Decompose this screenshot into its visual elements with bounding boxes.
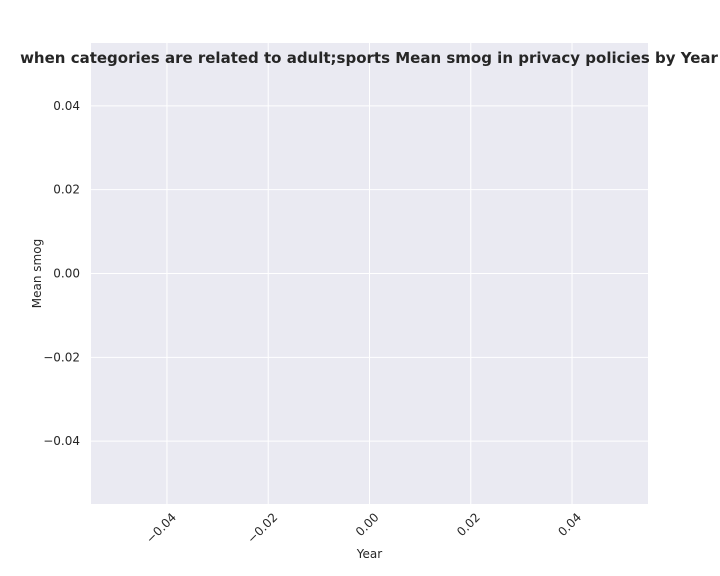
y-tick-label: 0.00 xyxy=(53,267,80,281)
x-axis-label: Year xyxy=(356,547,382,561)
x-tick-label: −0.02 xyxy=(244,510,280,546)
y-tick-label: 0.02 xyxy=(53,183,80,197)
x-tick-label: 0.00 xyxy=(353,510,382,539)
x-tick-labels: −0.04 −0.02 0.00 0.02 0.04 xyxy=(143,510,584,546)
y-tick-label: −0.02 xyxy=(43,350,80,364)
chart-title: when categories are related to adult;spo… xyxy=(20,49,718,67)
y-tick-labels: −0.04 −0.02 0.00 0.02 0.04 xyxy=(43,99,80,448)
y-axis-label: Mean smog xyxy=(30,239,44,308)
x-tick-label: 0.02 xyxy=(454,510,483,539)
x-tick-label: −0.04 xyxy=(143,510,179,546)
grid-lines xyxy=(91,43,648,504)
x-tick-label: 0.04 xyxy=(555,510,584,539)
y-tick-label: −0.04 xyxy=(43,434,80,448)
y-tick-label: 0.04 xyxy=(53,99,80,113)
